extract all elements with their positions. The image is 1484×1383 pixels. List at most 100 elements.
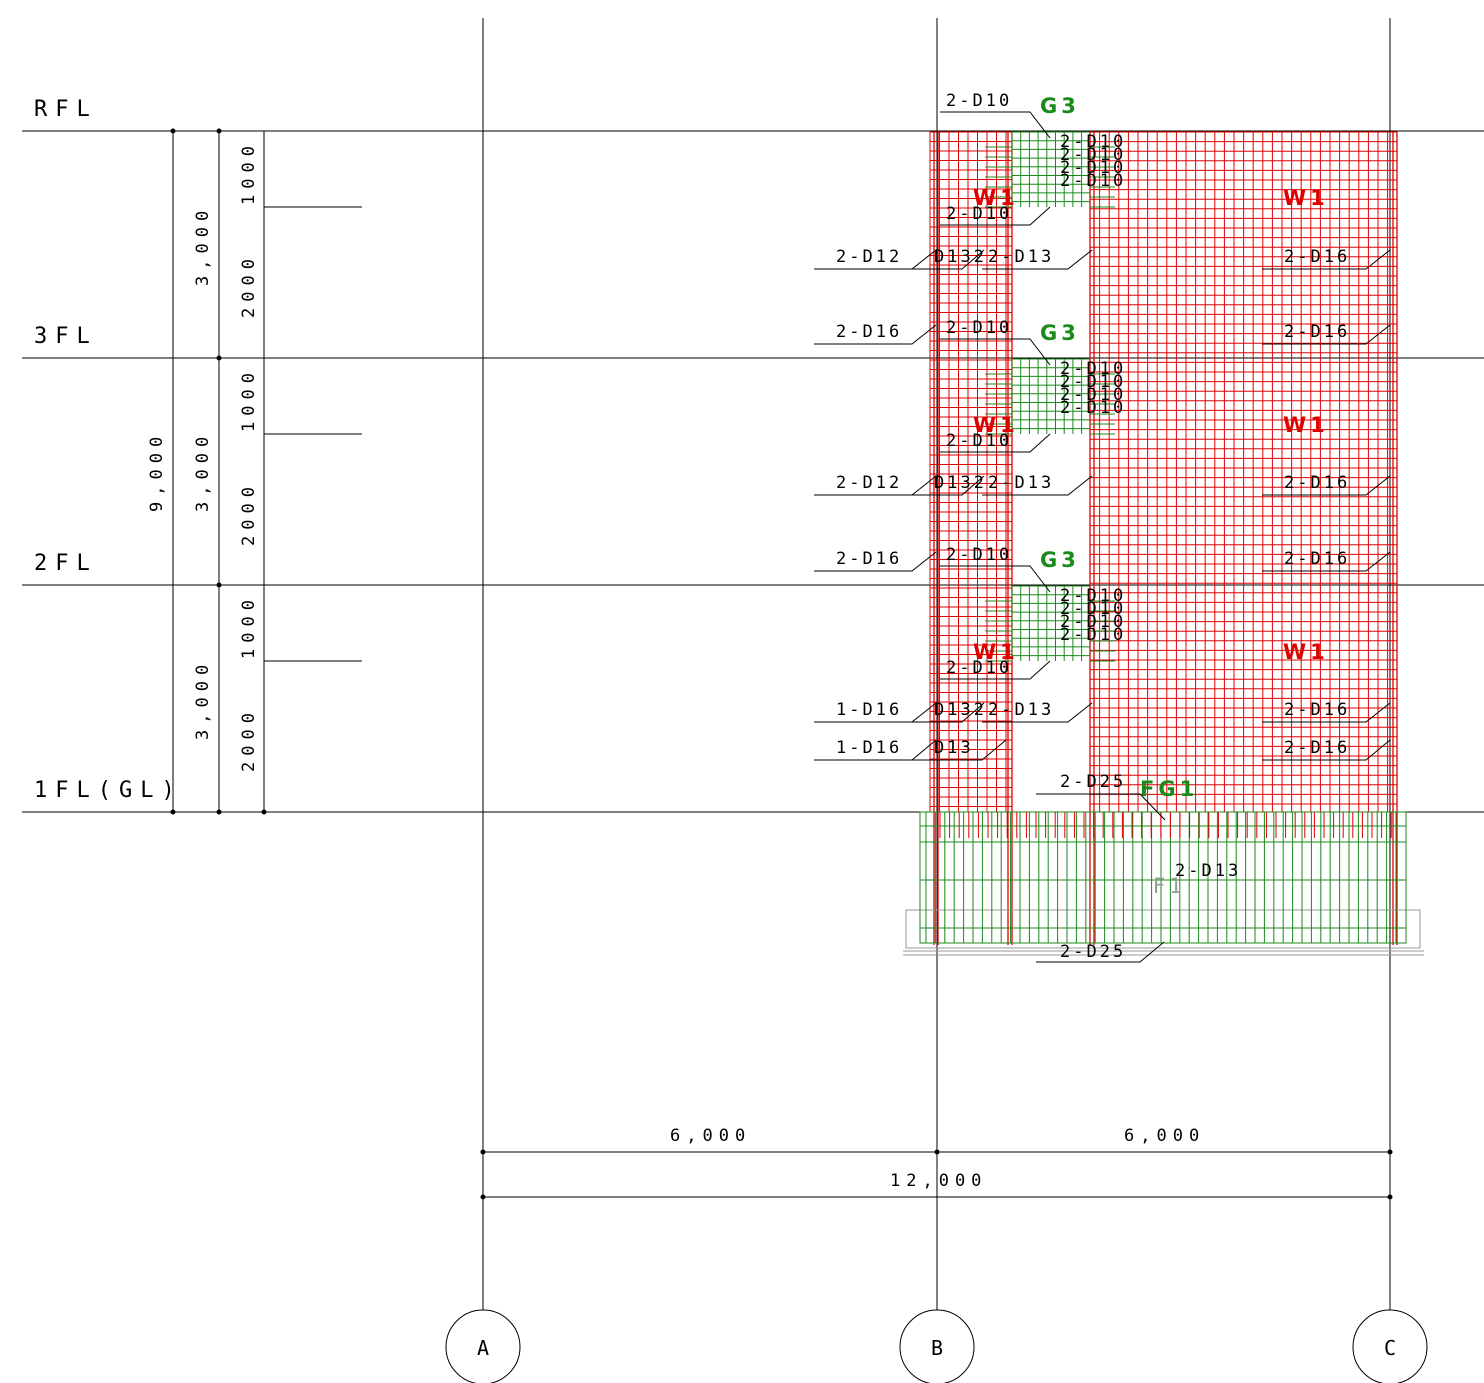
- leader-wall-right: [982, 249, 1093, 270]
- callout-2f-left-d12: 2-D12: [836, 473, 902, 493]
- axis-label-b: B: [931, 1336, 943, 1360]
- g3-rfl-bar-4: 2-D10: [1060, 171, 1126, 191]
- g3-3fl-bar-2: 2-D10: [1060, 372, 1126, 392]
- wall-reinforcement-mesh: [929, 131, 1398, 945]
- span-b-c: 6,000: [1124, 1126, 1205, 1146]
- wall-label-w1-left-3: W1: [973, 186, 1019, 210]
- sub-height-upper-2fl: 1000: [239, 594, 259, 659]
- girder-label-g3-3fl: G3: [1040, 321, 1080, 345]
- leader-wall-far-right: [1262, 702, 1391, 723]
- girder-reinforcement-mesh: [985, 131, 1115, 662]
- callout-2fl-left-d16: 2-D16: [836, 549, 902, 569]
- leader-slab-right: [1262, 551, 1391, 572]
- story-height-3fl-2fl: 3,000: [193, 431, 213, 512]
- sub-height-upper-3fl: 1000: [239, 367, 259, 432]
- leader-low-right: [1262, 739, 1391, 761]
- callout-2fl-bottom-d10: 2-D10: [946, 658, 1012, 678]
- girder-stacked-callouts: 2-D10 2-D10 2-D10 2-D10 2-D10 2-D10 2-D1…: [1060, 132, 1126, 645]
- story-height-rfl-3fl: 3,000: [193, 205, 213, 286]
- axis-label-c: C: [1384, 1336, 1396, 1360]
- callout-3fl-left-d16: 2-D16: [836, 322, 902, 342]
- sub-height-upper-rfl: 1000: [239, 140, 259, 205]
- callout-3fl-top-d10: 2-D10: [946, 318, 1012, 338]
- leader-girder-bottom: [940, 433, 1051, 453]
- g3-rfl-bar-2: 2-D10: [1060, 145, 1126, 165]
- callout-3f-mid-d132: D132: [934, 247, 987, 267]
- callout-right-d16-5: 2-D16: [1284, 700, 1350, 720]
- sub-height-lower-3fl: 2000: [239, 481, 259, 546]
- rebar-leader-lines: [814, 111, 1391, 963]
- leader-girder-bottom: [940, 206, 1051, 226]
- callout-rfl-top-d10: 2-D10: [946, 91, 1012, 111]
- callout-3fl-bottom-d10: 2-D10: [946, 431, 1012, 451]
- sub-height-lower-2fl: 2000: [239, 707, 259, 772]
- callout-2f-right-d13: 2-D13: [988, 473, 1054, 493]
- axis-bubble-c: C: [1352, 1309, 1428, 1383]
- callout-fg1-top-d25: 2-D25: [1060, 772, 1126, 792]
- callout-1f-right-d13: 2-D13: [988, 700, 1054, 720]
- girder-label-g3-2fl: G3: [1040, 548, 1080, 572]
- g3-rfl-bar-3: 2-D10: [1060, 158, 1126, 178]
- leader-wall-mid: [884, 475, 985, 496]
- wall-label-w1-right-1: W1: [1283, 640, 1329, 664]
- rebar-callouts: 2-D10 2-D10 2-D10 2-D10 2-D10 2-D10 2-D1…: [836, 91, 1350, 962]
- callout-3f-left-d12: 2-D12: [836, 247, 902, 267]
- callout-rfl-bottom-d10: 2-D10: [946, 204, 1012, 224]
- sub-height-lower-rfl: 2000: [239, 253, 259, 318]
- wall-mesh-left-column: [929, 131, 1012, 812]
- callout-3f-right-d13: 2-D13: [988, 247, 1054, 267]
- leader-wall-right: [982, 702, 1093, 723]
- callout-1f-low-1d16: 1-D16: [836, 738, 902, 758]
- axis-bubble-b: B: [899, 1309, 975, 1383]
- g3-2fl-bar-2: 2-D10: [1060, 599, 1126, 619]
- height-dimension-lines: [165, 128, 362, 815]
- foundation-girder-label-fg1: FG1: [1140, 777, 1198, 801]
- wall-label-w1-left-1: W1: [973, 640, 1019, 664]
- wall-mesh-right-panel: [1089, 131, 1397, 812]
- leader-wall-mid: [884, 702, 985, 723]
- axis-label-a: A: [477, 1336, 489, 1360]
- callout-right-d16-3: 2-D16: [1284, 473, 1350, 493]
- girder-mesh-3fl: [1011, 358, 1090, 434]
- wall-label-w1-right-3: W1: [1283, 186, 1329, 210]
- level-label-3fl: 3FL: [34, 324, 98, 349]
- leader-girder-bottom: [940, 660, 1051, 680]
- callout-f1-d13: 2-D13: [1175, 861, 1241, 881]
- wall-label-w1-right-2: W1: [1283, 413, 1329, 437]
- callout-right-d16-4: 2-D16: [1284, 549, 1350, 569]
- story-height-2fl-1fl: 3,000: [193, 659, 213, 740]
- leader-wall-mid: [884, 249, 985, 270]
- g3-rfl-bar-1: 2-D10: [1060, 132, 1126, 152]
- leader-girder-top: [940, 565, 1051, 593]
- callout-1f-low-d13: D13: [934, 738, 974, 758]
- callout-fg1-bottom-d25: 2-D25: [1060, 942, 1126, 962]
- girder-label-g3-rfl: G3: [1040, 94, 1080, 118]
- level-label-2fl: 2FL: [34, 551, 98, 576]
- callout-right-d16-1: 2-D16: [1284, 247, 1350, 267]
- leader-slab-left: [814, 551, 937, 572]
- leader-slab-left: [814, 324, 937, 345]
- leader-wall-far-right: [1262, 249, 1391, 270]
- callout-right-d16-6: 2-D16: [1284, 738, 1350, 758]
- leader-girder-top: [940, 111, 1051, 139]
- leader-fg1-bottom: [1036, 941, 1165, 963]
- footing-label-f1: F1: [1153, 874, 1186, 898]
- leader-slab-right: [1262, 324, 1391, 345]
- callout-1f-mid-d132: D132: [934, 700, 987, 720]
- g3-2fl-bar-1: 2-D10: [1060, 586, 1126, 606]
- leader-fg1-top: [1036, 793, 1166, 821]
- callout-2fl-top-d10: 2-D10: [946, 545, 1012, 565]
- leader-wall-right: [982, 475, 1093, 496]
- girder-mesh-rfl: [1011, 131, 1090, 207]
- total-span: 12,000: [890, 1171, 987, 1191]
- span-dimension-lines: [480, 1078, 1393, 1200]
- wall-label-w1-left-2: W1: [973, 413, 1019, 437]
- g3-3fl-bar-4: 2-D10: [1060, 398, 1126, 418]
- total-height-dimension: 9,000: [147, 431, 167, 512]
- g3-2fl-bar-4: 2-D10: [1060, 625, 1126, 645]
- g3-3fl-bar-3: 2-D10: [1060, 385, 1126, 405]
- callout-1f-left-1d16: 1-D16: [836, 700, 902, 720]
- girder-mesh-2fl: [1011, 585, 1090, 661]
- footing-outline: [905, 909, 1421, 949]
